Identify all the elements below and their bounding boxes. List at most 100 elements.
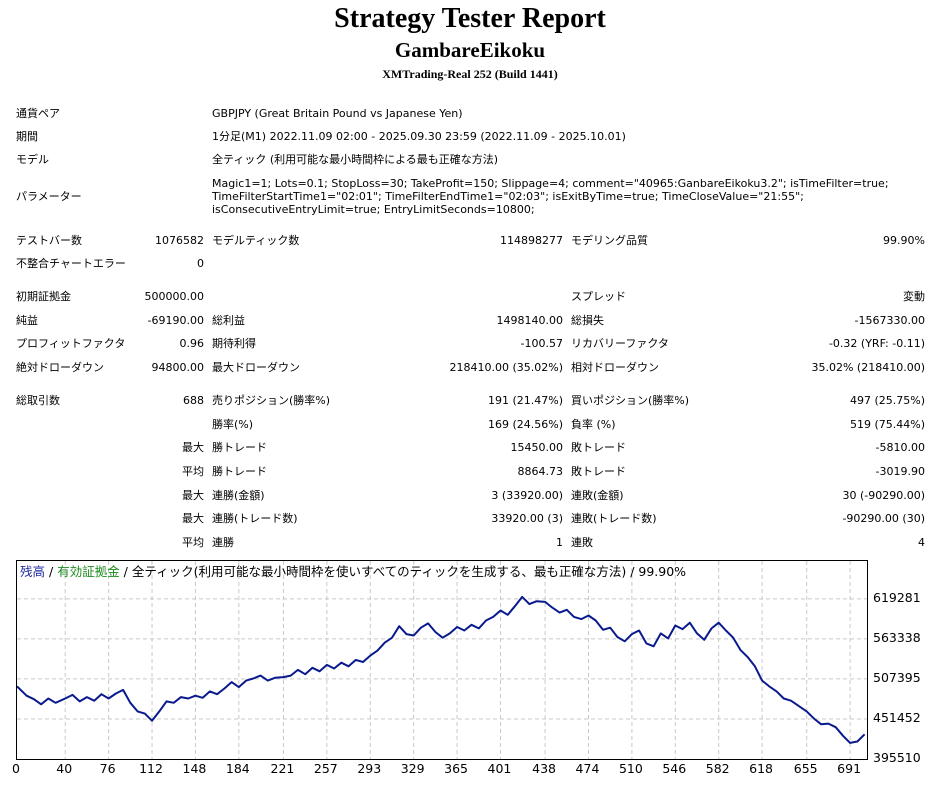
x-tick-label: 510 bbox=[618, 761, 643, 776]
x-tick-label: 691 bbox=[837, 761, 862, 776]
quality-label: モデリング品質 bbox=[571, 234, 648, 247]
profit-factor-label: プロフィットファクタ bbox=[16, 337, 126, 350]
y-tick-label: 507395 bbox=[873, 669, 921, 685]
ticks-value: 114898277 bbox=[500, 234, 563, 247]
average-qualifier: 平均 bbox=[182, 536, 204, 549]
net-profit-label: 純益 bbox=[16, 314, 38, 327]
average-loss-label: 敗トレード bbox=[571, 465, 626, 478]
short-positions-label: 売りポジション(勝率%) bbox=[212, 394, 331, 407]
net-profit-value: -69190.00 bbox=[147, 314, 204, 327]
expert-name: GambareEikoku bbox=[394, 38, 546, 62]
spread-label: スプレッド bbox=[571, 290, 626, 303]
params-value: Magic1=1; Lots=0.1; StopLoss=30; TakePro… bbox=[212, 177, 889, 216]
x-tick-label: 329 bbox=[400, 761, 425, 776]
relative-drawdown-value: 35.02% (218410.00) bbox=[811, 361, 925, 374]
y-tick-label: 395510 bbox=[873, 750, 921, 765]
max-consecutive-losses-amount-label: 連敗(金額) bbox=[571, 489, 624, 502]
win-rate-value: 169 (24.56%) bbox=[487, 418, 563, 431]
legend-equity: 有効証拠金 bbox=[57, 564, 120, 579]
x-tick-label: 184 bbox=[225, 761, 250, 776]
max-consecutive-losses-count-label: 連敗(トレード数) bbox=[571, 512, 657, 525]
total-trades-label: 総取引数 bbox=[16, 394, 60, 407]
recovery-factor-value: -0.32 (YRF: -0.11) bbox=[828, 337, 925, 350]
legend-model-info: / 全ティック(利用可能な最小時間枠を使いすべてのティックを生成する、最も正確な… bbox=[119, 564, 687, 579]
x-tick-label: 40 bbox=[56, 761, 73, 776]
largest-loss-label: 敗トレード bbox=[571, 441, 626, 454]
max-qualifier: 最大 bbox=[182, 489, 204, 502]
gross-loss-value: -1567330.00 bbox=[854, 314, 925, 327]
total-trades-value: 688 bbox=[183, 394, 204, 407]
max-consecutive-wins-count-label: 連勝(トレード数) bbox=[212, 512, 298, 525]
bars-value: 1076582 bbox=[155, 234, 204, 247]
max-qualifier: 最大 bbox=[182, 512, 204, 525]
win-rate-label: 勝率(%) bbox=[212, 418, 254, 431]
x-tick-label: 112 bbox=[139, 761, 163, 776]
long-positions-value: 497 (25.75%) bbox=[849, 394, 925, 407]
deposit-value: 500000.00 bbox=[144, 290, 205, 303]
average-qualifier: 平均 bbox=[182, 465, 204, 478]
model-label: モデル bbox=[16, 153, 49, 166]
server-build: XMTrading-Real 252 (Build 1441) bbox=[382, 67, 558, 81]
loss-rate-label: 負率 (%) bbox=[571, 418, 616, 431]
x-tick-label: 76 bbox=[99, 761, 116, 776]
max-consecutive-wins-amount-label: 連勝(金額) bbox=[212, 489, 265, 502]
x-tick-label: 546 bbox=[662, 761, 687, 776]
largest-loss-value: -5810.00 bbox=[875, 441, 925, 454]
long-positions-label: 買いポジション(勝率%) bbox=[571, 394, 690, 407]
max-consecutive-wins-count-value: 33920.00 (3) bbox=[491, 512, 563, 525]
gross-loss-label: 総損失 bbox=[571, 314, 604, 327]
x-tick-label: 582 bbox=[705, 761, 730, 776]
x-tick-label: 474 bbox=[575, 761, 600, 776]
short-positions-value: 191 (21.47%) bbox=[487, 394, 563, 407]
model-value: 全ティック (利用可能な最小時間枠による最も正確な方法) bbox=[212, 153, 499, 166]
legend-separator: / bbox=[45, 564, 58, 579]
y-tick-label: 451452 bbox=[873, 709, 921, 725]
expected-payoff-label: 期待利得 bbox=[212, 337, 256, 350]
average-consecutive-wins-label: 連勝 bbox=[212, 536, 234, 549]
max-consecutive-losses-amount-value: 30 (-90290.00) bbox=[842, 489, 925, 502]
average-consecutive-losses-value: 4 bbox=[918, 536, 925, 549]
absolute-drawdown-label: 絶対ドローダウン bbox=[16, 361, 104, 374]
period-label: 期間 bbox=[16, 130, 38, 143]
largest-win-label: 勝トレード bbox=[212, 441, 267, 454]
deposit-label: 初期証拠金 bbox=[16, 290, 71, 303]
symbol-label: 通貨ペア bbox=[16, 107, 60, 120]
average-loss-value: -3019.90 bbox=[875, 465, 925, 478]
x-tick-label: 438 bbox=[532, 761, 556, 776]
recovery-factor-label: リカバリーファクタ bbox=[571, 337, 669, 350]
profit-factor-value: 0.96 bbox=[179, 337, 205, 350]
chart-legend: 残高 / 有効証拠金 / 全ティック(利用可能な最小時間枠を使いすべてのティック… bbox=[20, 564, 686, 580]
average-win-label: 勝トレード bbox=[212, 465, 267, 478]
max-consecutive-losses-count-value: -90290.00 (30) bbox=[842, 512, 925, 525]
period-value: 1分足(M1) 2022.11.09 02:00 - 2025.09.30 23… bbox=[212, 130, 626, 143]
average-win-value: 8864.73 bbox=[517, 465, 564, 478]
relative-drawdown-label: 相対ドローダウン bbox=[571, 361, 659, 374]
max-consecutive-wins-amount-value: 3 (33920.00) bbox=[491, 489, 563, 502]
symbol-value: GBPJPY (Great Britain Pound vs Japanese … bbox=[212, 107, 463, 120]
y-tick-label: 563338 bbox=[873, 629, 921, 645]
gross-profit-value: 1498140.00 bbox=[496, 314, 563, 327]
balance-line bbox=[17, 595, 866, 744]
balance-chart bbox=[16, 560, 868, 760]
max-drawdown-value: 218410.00 (35.02%) bbox=[449, 361, 563, 374]
x-tick-label: 148 bbox=[182, 761, 207, 776]
max-drawdown-label: 最大ドローダウン bbox=[212, 361, 300, 374]
x-tick-label: 365 bbox=[444, 761, 468, 776]
loss-rate-value: 519 (75.44%) bbox=[849, 418, 925, 431]
gross-profit-label: 総利益 bbox=[212, 314, 245, 327]
quality-value: 99.90% bbox=[883, 234, 925, 247]
report-title: Strategy Tester Report bbox=[334, 3, 606, 34]
mismatch-value: 0 bbox=[197, 257, 204, 270]
x-tick-label: 0 bbox=[12, 761, 20, 776]
legend-balance: 残高 bbox=[20, 564, 46, 579]
average-consecutive-losses-label: 連敗 bbox=[571, 536, 593, 549]
x-tick-label: 618 bbox=[749, 761, 774, 776]
average-consecutive-wins-value: 1 bbox=[556, 536, 563, 549]
x-tick-label: 221 bbox=[270, 761, 295, 776]
x-tick-label: 257 bbox=[313, 761, 338, 776]
mismatch-label: 不整合チャートエラー bbox=[16, 257, 126, 270]
balance-chart-plot bbox=[17, 561, 867, 759]
ticks-label: モデルティック数 bbox=[212, 234, 300, 247]
params-label: パラメーター bbox=[16, 190, 82, 203]
x-tick-label: 401 bbox=[487, 761, 512, 776]
